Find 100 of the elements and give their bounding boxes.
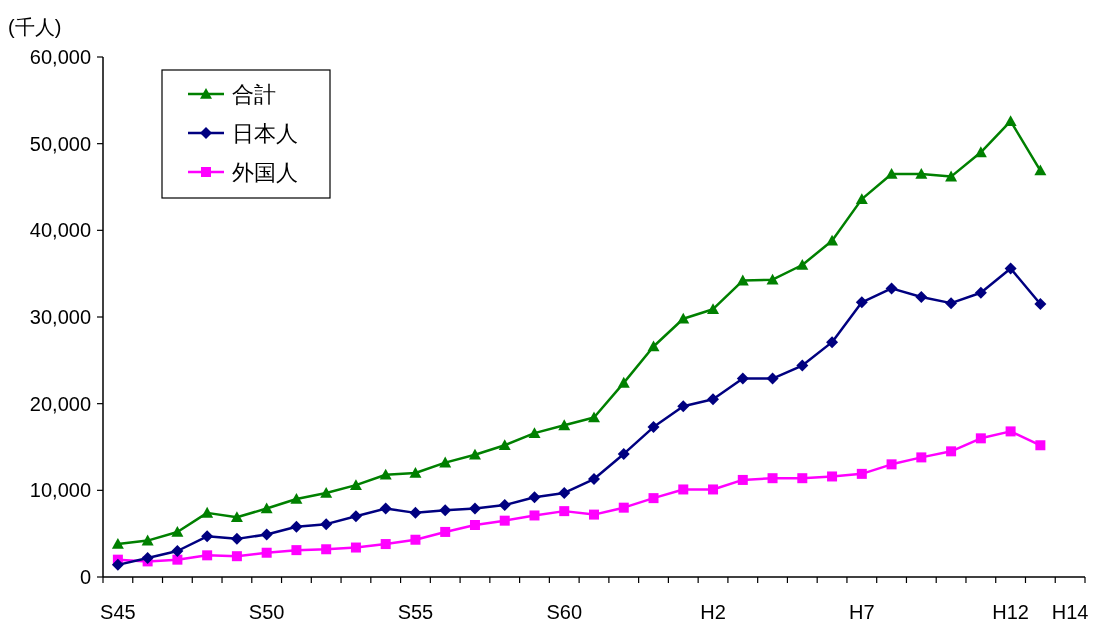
point [617,376,630,388]
point [617,447,630,460]
point [885,282,898,295]
point [826,234,839,246]
point [647,421,660,434]
point [410,534,421,545]
point [1034,298,1047,310]
point [321,544,332,555]
point [529,510,540,521]
point [1004,262,1017,275]
point [707,303,720,314]
point [886,459,897,470]
point [111,558,124,571]
x-tick-label: S50 [248,601,285,623]
point [915,291,928,304]
point [171,545,184,557]
y-tick-label: 10,000 [29,479,91,502]
point [1035,440,1046,451]
point [379,502,392,515]
point [678,484,689,495]
point [618,502,629,513]
legend-label: 外国人 [232,160,298,185]
point [260,528,273,541]
point [796,359,809,372]
point [796,259,809,270]
point [707,393,720,406]
point [648,493,659,504]
y-tick-label: 20,000 [29,392,91,415]
point [767,473,778,484]
point [1034,164,1047,176]
x-tick-label: S60 [546,601,583,623]
point [916,452,927,463]
y-tick-label: 50,000 [29,132,91,155]
y-tick-label: 60,000 [29,46,91,68]
point [202,550,213,561]
point [409,506,422,519]
point [349,510,362,523]
point [736,372,749,385]
point [468,448,481,460]
x-tick-label: S45 [100,601,136,623]
point [677,400,690,413]
x-tick-label: H14 [1051,601,1089,623]
point [528,427,541,438]
point [945,297,958,310]
point [261,547,272,558]
point [945,170,958,182]
point [885,168,898,179]
point [855,296,868,309]
point [498,439,511,451]
point [409,467,422,478]
point [379,468,392,480]
point [201,530,214,543]
point [499,515,510,526]
point [291,545,302,556]
y-axis-title: (千人) [8,16,62,38]
point [230,511,243,522]
x-tick-label: H12 [992,601,1029,623]
point [528,491,541,504]
point [172,554,183,565]
point [141,534,154,546]
point [320,518,333,531]
point [736,274,749,286]
point [171,525,184,537]
point [469,520,480,530]
x-tick-label: S55 [397,601,434,623]
x-tick-label: H7 [849,601,875,623]
point [975,433,986,444]
point [498,499,511,512]
point [856,468,867,479]
point [826,336,839,349]
point [827,471,838,482]
point [1005,426,1016,437]
legend-label: 合計 [232,82,276,107]
point [915,168,928,179]
y-tick-label: 30,000 [29,306,91,328]
point [558,419,571,431]
point [230,532,243,545]
point [440,526,451,537]
point [1004,115,1017,126]
point [559,506,570,517]
point [946,446,957,457]
point [231,551,242,562]
point [558,486,571,499]
point [797,473,808,484]
point [349,479,362,490]
point [647,340,660,352]
point [677,312,690,324]
point [141,551,154,564]
point [708,484,719,495]
point [766,372,779,385]
point [468,502,481,515]
point [350,542,361,553]
point [290,493,303,504]
point [439,456,452,468]
point [380,539,391,550]
point [320,486,333,498]
x-tick-label: H2 [700,601,726,623]
point [290,520,303,533]
point [974,286,987,299]
point [439,504,452,517]
